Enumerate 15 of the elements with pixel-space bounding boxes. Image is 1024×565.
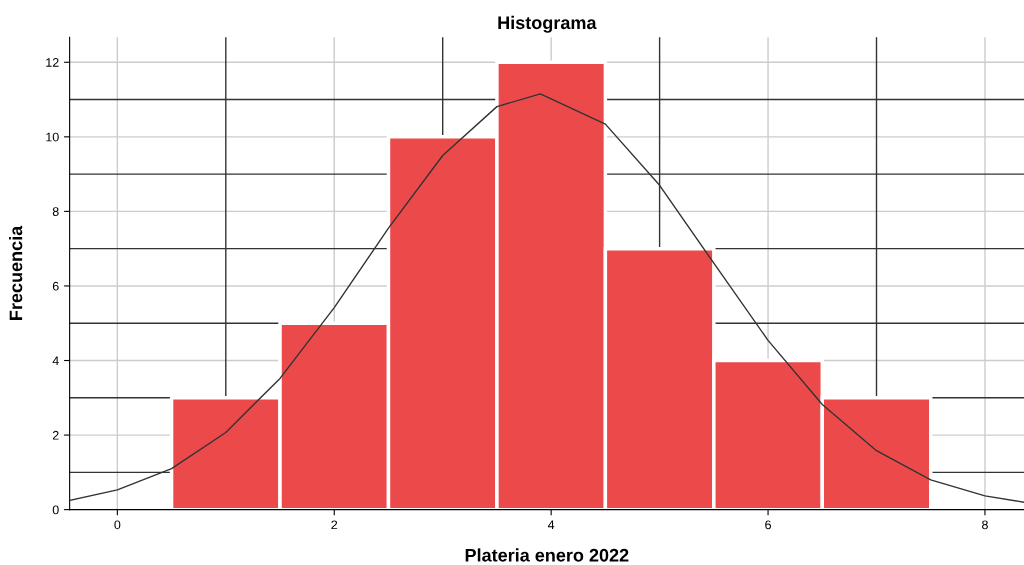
x-tick-label: 2 — [331, 520, 338, 530]
y-tick-label: 6 — [52, 281, 59, 291]
x-tick-label: 8 — [982, 520, 988, 530]
y-tick-label: 8 — [52, 207, 59, 217]
y-axis-title: Frecuencia — [9, 225, 23, 320]
y-tick-label: 4 — [52, 356, 59, 366]
y-tick-label: 12 — [46, 58, 59, 67]
x-tick-label: 6 — [765, 520, 771, 530]
x-tick-label: 4 — [547, 520, 555, 530]
x-axis-title: Plateria enero 2022 — [465, 548, 629, 562]
x-tick-label: 0 — [114, 520, 121, 530]
chart-title: Histograma — [498, 15, 597, 33]
y-tick-label: 0 — [52, 505, 59, 515]
y-tick-label: 10 — [46, 132, 59, 142]
y-tick-label: 2 — [52, 430, 59, 440]
